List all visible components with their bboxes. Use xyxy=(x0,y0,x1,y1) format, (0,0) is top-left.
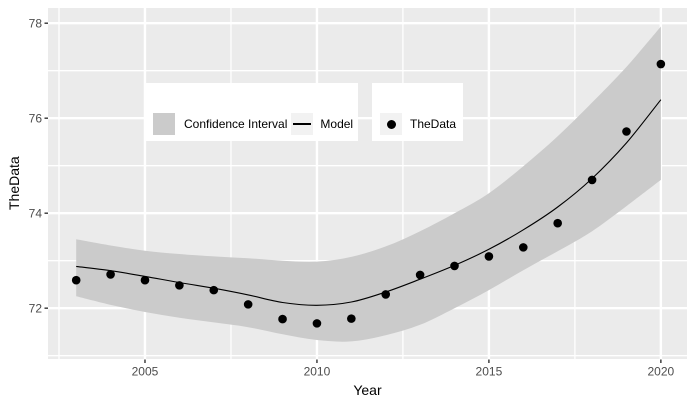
x-tick-label: 2015 xyxy=(476,365,503,379)
data-point-2008 xyxy=(243,300,253,309)
y-tick-label: 76 xyxy=(29,111,43,125)
data-point-2011 xyxy=(347,314,356,323)
confidence-ribbon xyxy=(76,26,661,342)
data-point-2013 xyxy=(415,270,425,280)
legend-label-model: Model xyxy=(320,117,354,131)
data-point-2004 xyxy=(106,270,115,279)
data-point-2005 xyxy=(140,275,150,285)
thedata-point-key-icon xyxy=(380,113,402,135)
x-tick-label: 2020 xyxy=(648,365,675,379)
legend-row: Confidence Interval Model xyxy=(153,113,353,135)
data-point-2017 xyxy=(553,218,562,228)
model-line xyxy=(76,99,662,306)
legend-label-confidence-interval: Confidence Interval xyxy=(184,117,288,131)
x-axis-title: Year xyxy=(353,382,382,398)
data-point-2007 xyxy=(209,285,219,295)
legend-box-points: TheData xyxy=(372,83,463,141)
legend-label-thedata: TheData xyxy=(410,117,457,131)
confidence-interval-swatch-icon xyxy=(153,113,175,135)
legend-row: TheData xyxy=(380,113,456,135)
model-line-key-icon xyxy=(291,113,314,135)
data-point-2016 xyxy=(518,243,528,252)
y-tick-label: 78 xyxy=(29,16,43,30)
data-point-2012 xyxy=(381,290,391,299)
y-tick-label: 72 xyxy=(29,301,43,315)
y-tick-label: 74 xyxy=(29,206,43,220)
data-point-2020 xyxy=(656,59,666,69)
x-tick-label: 2010 xyxy=(304,365,331,379)
data-point-2003 xyxy=(71,275,81,285)
data-point-2014 xyxy=(450,261,459,271)
x-tick-label: 2005 xyxy=(132,365,159,379)
data-point-2006 xyxy=(175,281,184,290)
legend-box-main: Confidence Interval Model xyxy=(146,83,358,141)
data-point-2019 xyxy=(622,127,631,136)
y-axis-title: TheData xyxy=(6,156,22,211)
data-point-2009 xyxy=(278,314,287,324)
data-point-2010 xyxy=(312,319,322,328)
data-point-2015 xyxy=(484,252,494,261)
data-point-2018 xyxy=(587,175,597,185)
